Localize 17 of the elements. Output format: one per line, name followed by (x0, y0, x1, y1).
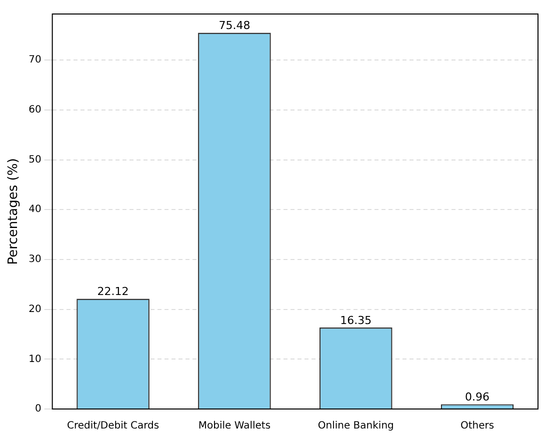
x-tick-label: Credit/Debit Cards (66, 420, 160, 432)
data-label: 16.35 (340, 314, 372, 327)
x-tick-label: Others (460, 420, 494, 432)
y-tick-label: 0 (34, 404, 42, 415)
y-axis-title: Percentages (%) (6, 158, 22, 265)
x-tick-label: Online Banking (318, 420, 394, 432)
y-tick-label: 30 (28, 254, 42, 266)
y-tick-label: 70 (28, 54, 42, 66)
data-label: 22.12 (97, 285, 129, 298)
y-tick-label: 40 (28, 204, 42, 216)
y-tick-label: 50 (28, 154, 42, 166)
data-label: 75.48 (218, 19, 250, 32)
y-tick-label: 20 (28, 304, 42, 315)
data-label: 0.96 (465, 390, 490, 404)
x-tick-label: Mobile Wallets (198, 420, 271, 432)
y-tick-label: 60 (28, 104, 42, 116)
y-tick-label: 10 (28, 354, 42, 365)
